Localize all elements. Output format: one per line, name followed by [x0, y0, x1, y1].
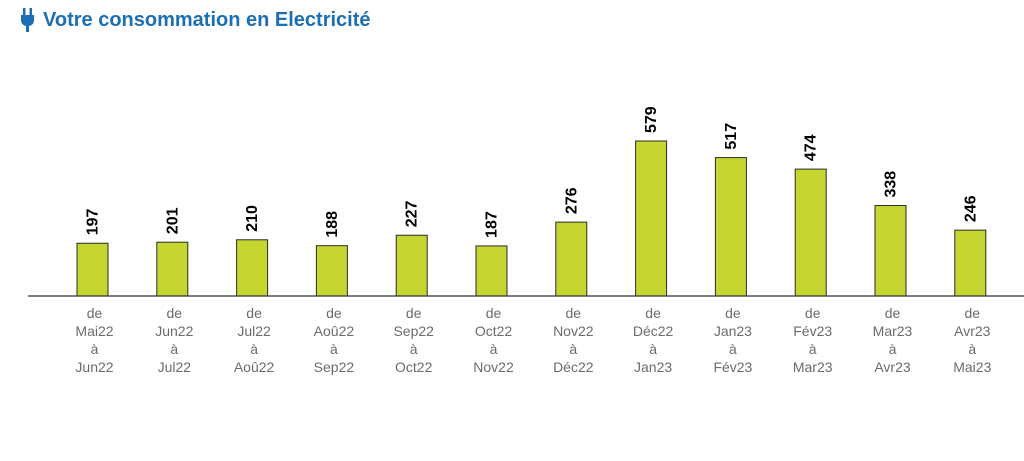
tick-label-line: Avr23 — [874, 359, 911, 375]
tick-label: de Déc22 à Jan23 — [633, 305, 674, 375]
tick-label-line: Fév23 — [793, 323, 832, 339]
tick-label-line: de — [87, 305, 103, 321]
tick-label-line: de — [885, 305, 901, 321]
tick-label-line: Aoû22 — [314, 323, 355, 339]
tick-label-line: de — [486, 305, 502, 321]
value-label: 474 — [803, 134, 820, 161]
tick-label-line: Aoû22 — [234, 359, 275, 375]
tick-label-line: de — [645, 305, 661, 321]
tick-label-line: de — [246, 305, 262, 321]
bar — [555, 221, 588, 297]
tick-label-line: Mai23 — [953, 359, 991, 375]
tick-label-line: Jan23 — [634, 359, 672, 375]
tick-label-line: Mar23 — [793, 359, 833, 375]
value-label: 187 — [484, 211, 501, 238]
value-label: 227 — [404, 200, 421, 227]
tick-label: de Fév23 à Mar23 — [793, 305, 833, 375]
tick-label-line: Jul22 — [237, 323, 271, 339]
value-label: 338 — [883, 171, 900, 198]
value-labels-group: 197 201 210 188 227 187 276 579 517 474 338 246 — [85, 106, 980, 238]
value-label: 579 — [643, 106, 660, 133]
tick-label: de Oct22 à Nov22 — [473, 305, 514, 375]
tick-label-line: à — [170, 341, 178, 357]
tick-label-line: de — [965, 305, 981, 321]
tick-label-line: à — [889, 341, 897, 357]
chart-title: Votre consommation en Electricité — [43, 8, 371, 31]
tick-label-line: de — [805, 305, 821, 321]
value-label: 210 — [244, 205, 261, 232]
bar — [236, 239, 269, 297]
bar — [635, 140, 668, 297]
bar — [714, 157, 747, 297]
value-label: 197 — [85, 208, 102, 235]
tick-label-line: de — [725, 305, 741, 321]
tick-label-line: de — [167, 305, 183, 321]
tick-label-line: de — [406, 305, 422, 321]
tick-label-line: Sep22 — [314, 359, 355, 375]
tick-label-line: Jan23 — [714, 323, 752, 339]
tick-label-line: à — [330, 341, 338, 357]
value-label: 276 — [563, 187, 580, 214]
tick-label: de Jan23 à Fév23 — [713, 305, 752, 375]
tick-labels-group: deMai22àJun22deJun22àJul22deJul22àAoû22d… — [75, 305, 991, 375]
tick-label-line: Jun22 — [75, 359, 113, 375]
tick-label-line: Oct22 — [395, 359, 433, 375]
tick-label-line: Nov22 — [553, 323, 594, 339]
tick-label-line: Fév23 — [713, 359, 752, 375]
tick-label-line: Mar23 — [873, 323, 913, 339]
tick-label-line: à — [968, 341, 976, 357]
tick-label-line: Oct22 — [475, 323, 513, 339]
tick-label: de Jun22 à Jul22 — [155, 305, 193, 375]
value-label: 188 — [324, 211, 341, 238]
bar — [315, 245, 348, 297]
tick-label: de Nov22 à Déc22 — [553, 305, 594, 375]
bars-group — [76, 140, 987, 297]
tick-label-line: Sep22 — [393, 323, 434, 339]
tick-label-line: à — [410, 341, 418, 357]
tick-label-line: à — [569, 341, 577, 357]
tick-label-line: de — [566, 305, 582, 321]
tick-label-line: à — [490, 341, 498, 357]
tick-label-line: Nov22 — [473, 359, 514, 375]
tick-label-line: Avr23 — [954, 323, 991, 339]
tick-label-line: de — [326, 305, 342, 321]
tick-label-line: à — [729, 341, 737, 357]
plug-icon — [21, 8, 34, 32]
tick-label-line: à — [809, 341, 817, 357]
chart-header: Votre consommation en Electricité — [20, 7, 371, 33]
bar — [874, 205, 907, 297]
bar — [395, 234, 428, 297]
bar — [954, 229, 987, 297]
tick-label: de Aoû22 à Sep22 — [314, 305, 355, 375]
tick-label-line: Mai22 — [75, 323, 113, 339]
tick-label-line: à — [649, 341, 657, 357]
tick-label: de Mar23 à Avr23 — [873, 305, 913, 375]
tick-label-line: à — [250, 341, 258, 357]
tick-label-line: Déc22 — [633, 323, 674, 339]
bar — [156, 241, 189, 297]
bar — [475, 245, 508, 297]
tick-label-line: Jul22 — [158, 359, 192, 375]
tick-label: de Mai22 à Jun22 — [75, 305, 113, 375]
value-label: 517 — [723, 123, 740, 150]
tick-label-line: Déc22 — [553, 359, 594, 375]
tick-label: de Jul22 à Aoû22 — [234, 305, 275, 375]
tick-label-line: à — [91, 341, 99, 357]
value-label: 201 — [164, 207, 181, 234]
value-label: 246 — [962, 195, 979, 222]
tick-label-line: Jun22 — [155, 323, 193, 339]
bar — [794, 168, 827, 297]
bar — [76, 242, 109, 297]
tick-label: de Sep22 à Oct22 — [393, 305, 434, 375]
tick-label: de Avr23 à Mai23 — [953, 305, 991, 375]
